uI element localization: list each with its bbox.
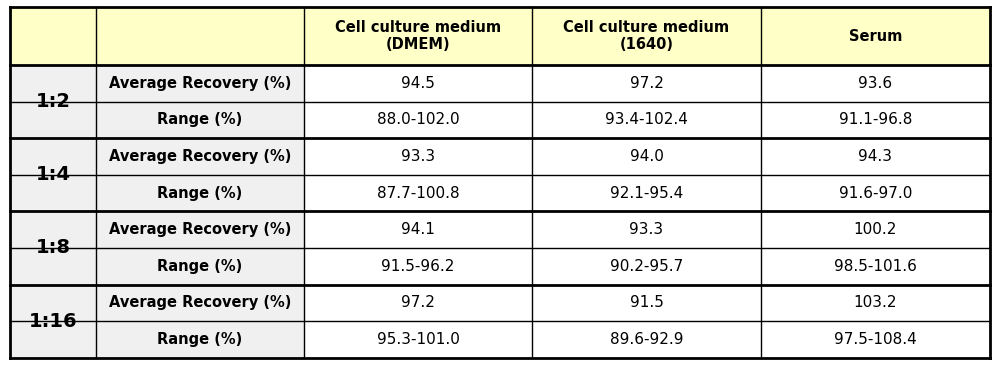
Bar bbox=[761, 65, 990, 102]
Text: 94.5: 94.5 bbox=[401, 76, 435, 91]
Text: 95.3-101.0: 95.3-101.0 bbox=[377, 332, 460, 347]
Bar bbox=[10, 175, 96, 211]
Text: 100.2: 100.2 bbox=[854, 222, 897, 237]
Bar bbox=[10, 248, 96, 285]
Text: 1:4: 1:4 bbox=[36, 165, 71, 184]
Bar bbox=[304, 65, 532, 102]
Bar bbox=[96, 321, 304, 358]
Bar bbox=[761, 102, 990, 138]
Text: 1:16: 1:16 bbox=[29, 312, 77, 331]
Text: 87.7-100.8: 87.7-100.8 bbox=[377, 186, 459, 201]
Text: 94.1: 94.1 bbox=[401, 222, 435, 237]
Text: Average Recovery (%): Average Recovery (%) bbox=[109, 295, 291, 310]
Text: Average Recovery (%): Average Recovery (%) bbox=[109, 76, 291, 91]
Text: Average Recovery (%): Average Recovery (%) bbox=[109, 149, 291, 164]
Bar bbox=[761, 175, 990, 211]
Text: 97.2: 97.2 bbox=[401, 295, 435, 310]
Text: 1:8: 1:8 bbox=[36, 238, 71, 257]
Text: 103.2: 103.2 bbox=[854, 295, 897, 310]
Bar bbox=[10, 7, 990, 65]
Bar bbox=[304, 138, 532, 175]
Text: 92.1-95.4: 92.1-95.4 bbox=[610, 186, 683, 201]
Text: 93.4-102.4: 93.4-102.4 bbox=[605, 112, 688, 127]
Text: 89.6-92.9: 89.6-92.9 bbox=[610, 332, 683, 347]
Bar bbox=[532, 102, 761, 138]
Bar bbox=[304, 285, 532, 321]
Text: Range (%): Range (%) bbox=[157, 332, 243, 347]
Bar bbox=[10, 138, 96, 175]
Text: Cell culture medium
(1640): Cell culture medium (1640) bbox=[563, 20, 730, 53]
Bar bbox=[304, 102, 532, 138]
Text: 91.6-97.0: 91.6-97.0 bbox=[839, 186, 912, 201]
Bar bbox=[532, 65, 761, 102]
Bar bbox=[304, 175, 532, 211]
Text: 98.5-101.6: 98.5-101.6 bbox=[834, 259, 917, 274]
Bar bbox=[532, 175, 761, 211]
Text: 88.0-102.0: 88.0-102.0 bbox=[377, 112, 459, 127]
Bar bbox=[96, 285, 304, 321]
Bar bbox=[532, 321, 761, 358]
Text: 97.5-108.4: 97.5-108.4 bbox=[834, 332, 917, 347]
Bar bbox=[761, 321, 990, 358]
Text: Serum: Serum bbox=[849, 29, 902, 44]
Bar bbox=[761, 211, 990, 248]
Bar bbox=[10, 321, 96, 358]
Text: 94.0: 94.0 bbox=[630, 149, 663, 164]
Text: 93.6: 93.6 bbox=[858, 76, 892, 91]
Bar bbox=[96, 65, 304, 102]
Bar bbox=[532, 138, 761, 175]
Bar bbox=[10, 102, 96, 138]
Bar bbox=[304, 211, 532, 248]
Bar bbox=[10, 65, 96, 102]
Text: 93.3: 93.3 bbox=[401, 149, 435, 164]
Bar bbox=[532, 248, 761, 285]
Bar bbox=[96, 175, 304, 211]
Text: Range (%): Range (%) bbox=[157, 112, 243, 127]
Bar bbox=[761, 138, 990, 175]
Bar bbox=[96, 211, 304, 248]
Text: 93.3: 93.3 bbox=[629, 222, 664, 237]
Bar bbox=[532, 211, 761, 248]
Bar bbox=[96, 138, 304, 175]
Text: Range (%): Range (%) bbox=[157, 259, 243, 274]
Bar bbox=[10, 211, 96, 248]
Bar bbox=[96, 248, 304, 285]
Text: 91.5: 91.5 bbox=[630, 295, 663, 310]
Bar bbox=[10, 285, 96, 321]
Bar bbox=[304, 248, 532, 285]
Text: 1:2: 1:2 bbox=[36, 92, 71, 111]
Text: 90.2-95.7: 90.2-95.7 bbox=[610, 259, 683, 274]
Bar bbox=[532, 285, 761, 321]
Bar bbox=[304, 321, 532, 358]
Text: 91.5-96.2: 91.5-96.2 bbox=[381, 259, 455, 274]
Text: 91.1-96.8: 91.1-96.8 bbox=[839, 112, 912, 127]
Text: Cell culture medium
(DMEM): Cell culture medium (DMEM) bbox=[335, 20, 501, 53]
Bar bbox=[761, 285, 990, 321]
Bar bbox=[761, 248, 990, 285]
Bar bbox=[96, 102, 304, 138]
Text: 94.3: 94.3 bbox=[858, 149, 892, 164]
Text: Average Recovery (%): Average Recovery (%) bbox=[109, 222, 291, 237]
Text: Range (%): Range (%) bbox=[157, 186, 243, 201]
Text: 97.2: 97.2 bbox=[630, 76, 663, 91]
